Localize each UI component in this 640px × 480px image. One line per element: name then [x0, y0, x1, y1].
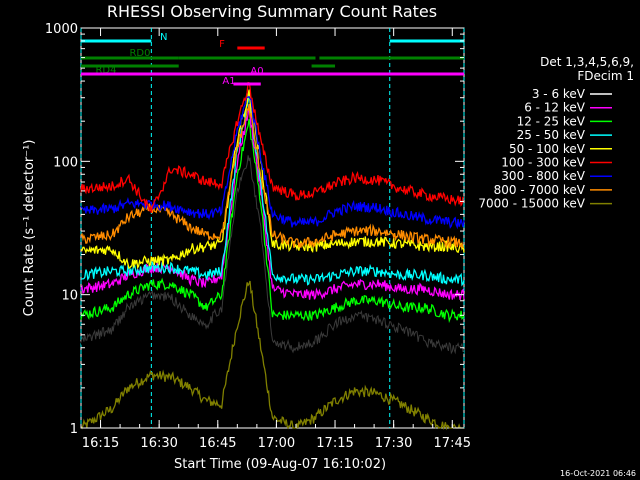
- x-tick-label-1615: 16:15: [82, 436, 119, 451]
- flag-f-label: F: [219, 39, 225, 50]
- series-line-7000_15000keV: [80, 280, 464, 431]
- flag-a1-label: A1: [222, 76, 235, 87]
- x-tick-label-1745: 17:45: [434, 436, 471, 451]
- flag-rd0-label: RD0: [129, 48, 150, 59]
- x-axis: 16:15 16:30 16:45 17:00 17:15 17:30 17:45: [80, 28, 471, 451]
- y-tick-label-1: 1: [70, 422, 78, 437]
- legend-label-7: 800 - 7000 keV: [494, 183, 586, 197]
- y-tick-label-100: 100: [53, 155, 78, 170]
- x-tick-label-1715: 17:15: [316, 436, 353, 451]
- legend-label-0: 3 - 6 keV: [532, 87, 586, 101]
- series-line-12_25keV: [80, 118, 465, 324]
- legend-header-line-1: Det 1,3,4,5,6,9,: [540, 55, 634, 69]
- legend-label-8: 7000 - 15000 keV: [478, 197, 585, 211]
- legend-label-3: 25 - 50 keV: [517, 128, 586, 142]
- y-axis-label: Count Rate (s⁻¹ detector⁻¹): [22, 140, 37, 317]
- legend-label-6: 300 - 800 keV: [501, 169, 585, 183]
- chart-title: RHESSI Observing Summary Count Rates: [107, 2, 437, 21]
- y-tick-label-1000: 1000: [45, 22, 78, 37]
- x-tick-label-1630: 16:30: [140, 436, 177, 451]
- series-line-50_100keV: [80, 89, 465, 270]
- x-tick-label-1700: 17:00: [258, 436, 295, 451]
- generation-timestamp: 16-Oct-2021 06:46: [560, 469, 636, 478]
- series-line-25_50keV: [80, 93, 465, 287]
- flag-rd4-label: RD4: [95, 65, 116, 76]
- legend-label-2: 12 - 25 keV: [517, 114, 586, 128]
- legend-label-4: 50 - 100 keV: [509, 142, 586, 156]
- x-tick-label-1730: 17:30: [375, 436, 412, 451]
- flag-bars: N F RD0 RD4 A0 A1: [81, 32, 464, 87]
- series-line-6_12keV: [80, 104, 465, 301]
- night-markers: [80, 28, 465, 428]
- x-tick-label-1645: 16:45: [199, 436, 236, 451]
- flag-a0-label: A0: [250, 66, 263, 77]
- y-tick-label-10: 10: [61, 289, 78, 304]
- legend-header-line-2: FDecim 1: [577, 69, 634, 83]
- series-line-3-6keV-visible: [80, 155, 465, 355]
- series-layer: [80, 81, 465, 431]
- legend-label-1: 6 - 12 keV: [524, 101, 586, 115]
- y-axis: 1 10 100 1000: [45, 22, 464, 437]
- flag-n-label: N: [160, 32, 167, 43]
- legend-label-5: 100 - 300 keV: [501, 156, 585, 170]
- series-line-100_300keV: [80, 81, 465, 213]
- x-axis-label: Start Time (09-Aug-07 16:10:02): [174, 457, 386, 472]
